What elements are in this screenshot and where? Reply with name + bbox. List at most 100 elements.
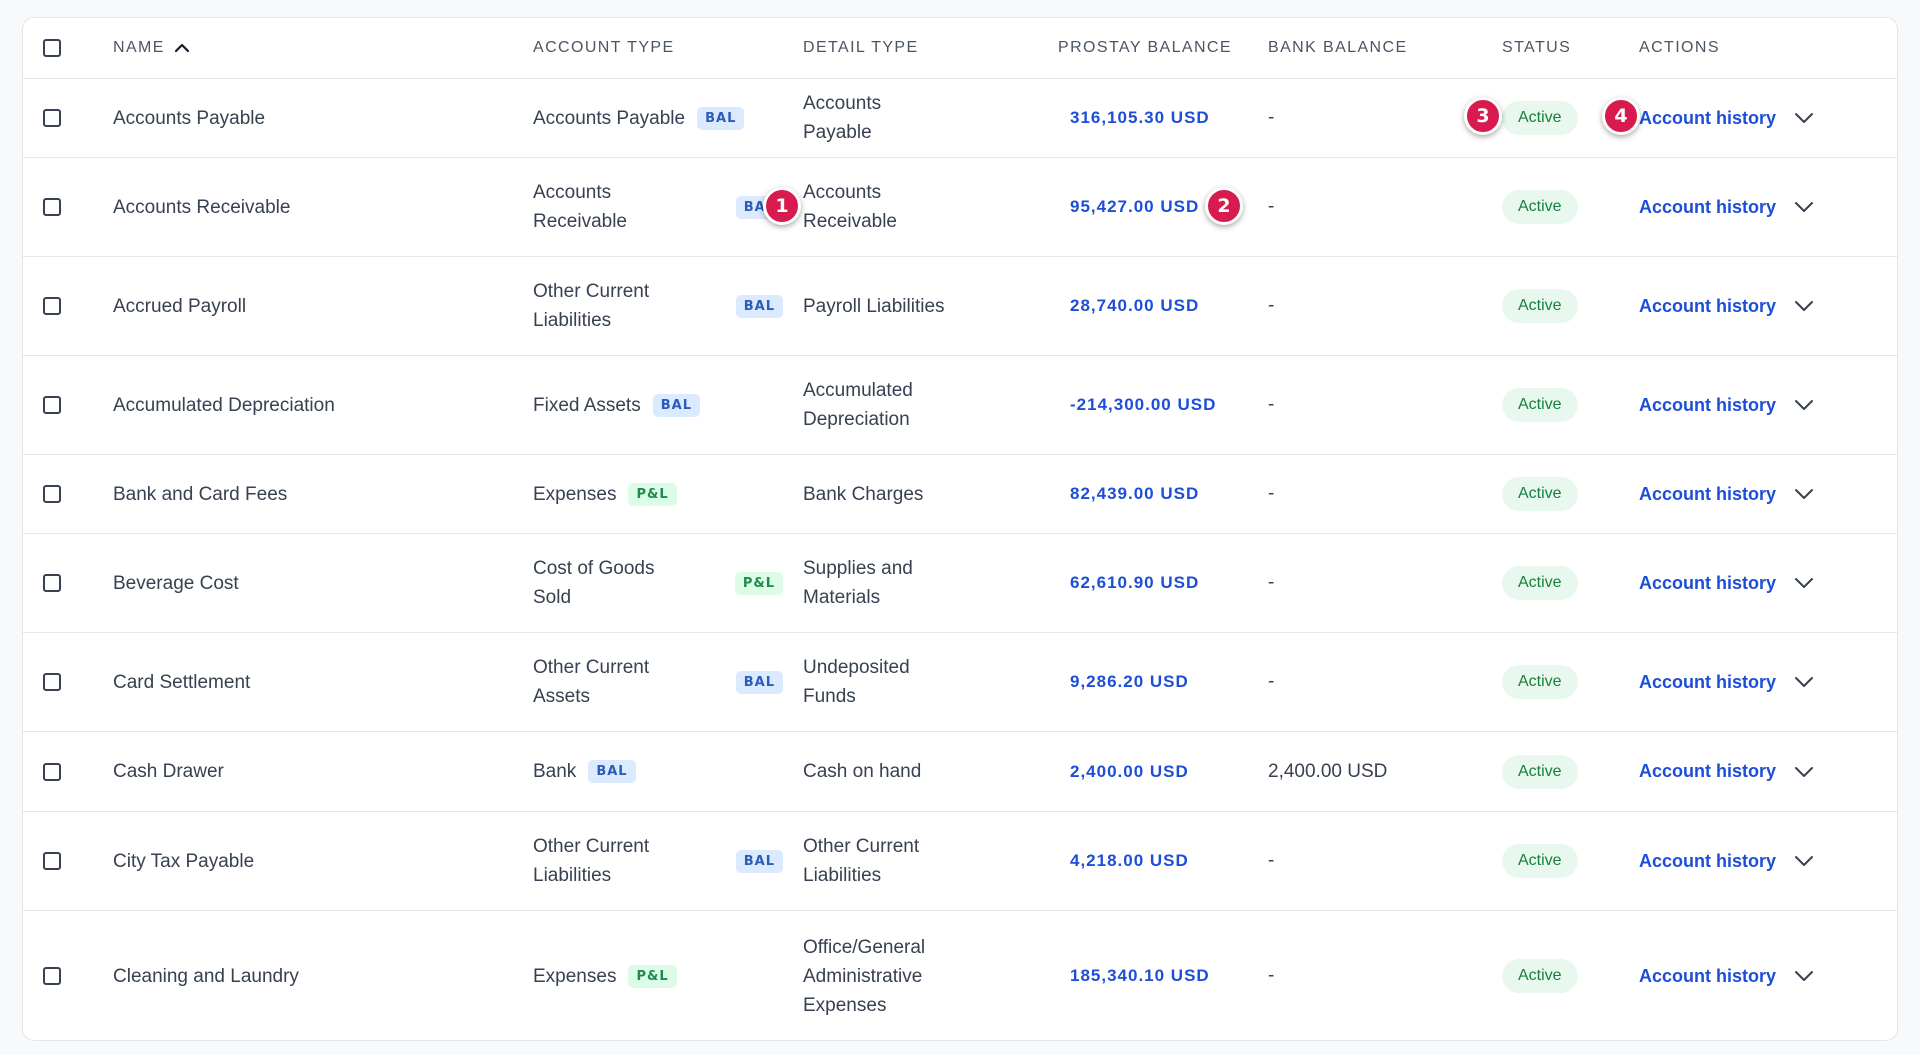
detail-type: Accounts Receivable	[803, 182, 897, 232]
step-marker-2: 2	[1205, 187, 1243, 225]
bank-balance: -	[1268, 295, 1275, 316]
chevron-up-icon[interactable]	[173, 39, 191, 57]
prostay-balance[interactable]: 95,427.00 USD	[1070, 197, 1200, 216]
pl-badge: P&L	[628, 964, 677, 988]
prostay-balance[interactable]: 28,740.00 USD	[1070, 296, 1200, 315]
status-badge: Active	[1502, 844, 1578, 878]
account-name: Accounts Receivable	[113, 196, 291, 218]
chevron-down-icon[interactable]	[1792, 294, 1816, 318]
table-row: Accounts Payable Accounts Payable BAL Ac…	[23, 79, 1897, 158]
detail-type: Cash on hand	[803, 761, 922, 782]
row-checkbox[interactable]	[43, 297, 61, 315]
table-header: NAME ACCOUNT TYPE DETAIL TYPE PROSTAY BA…	[23, 18, 1897, 79]
step-marker-4: 4	[1602, 97, 1640, 135]
table-row: Cleaning and Laundry Expenses P&L Office…	[23, 911, 1897, 1040]
row-checkbox[interactable]	[43, 485, 61, 503]
bal-badge: BAL	[697, 106, 745, 130]
account-name: Cleaning and Laundry	[113, 965, 299, 987]
status-badge: Active	[1502, 959, 1578, 993]
bank-balance: -	[1268, 850, 1275, 871]
row-checkbox[interactable]	[43, 852, 61, 870]
account-history-link[interactable]: Account history	[1639, 483, 1777, 504]
prostay-balance[interactable]: 62,610.90 USD	[1070, 573, 1200, 592]
status-badge: Active	[1502, 477, 1578, 511]
chevron-down-icon[interactable]	[1792, 760, 1816, 784]
step-marker-1: 1	[763, 187, 801, 225]
prostay-balance[interactable]: 2,400.00 USD	[1070, 761, 1189, 781]
prostay-balance[interactable]: 82,439.00 USD	[1070, 484, 1200, 503]
chevron-down-icon[interactable]	[1792, 195, 1816, 219]
status-badge: Active	[1502, 289, 1578, 323]
chevron-down-icon[interactable]	[1792, 393, 1816, 417]
pl-badge: P&L	[628, 482, 677, 506]
select-all-checkbox[interactable]	[43, 39, 61, 57]
pl-badge: P&L	[734, 571, 783, 595]
column-header-status: STATUS	[1502, 39, 1572, 56]
bank-balance: -	[1268, 483, 1275, 504]
table-row: Bank and Card Fees Expenses P&L Bank Cha…	[23, 455, 1897, 534]
account-history-link[interactable]: Account history	[1639, 671, 1777, 692]
step-marker-3: 3	[1464, 97, 1502, 135]
row-checkbox[interactable]	[43, 762, 61, 781]
bal-badge: BAL	[735, 294, 783, 318]
table-row: Cash Drawer Bank BAL Cash on hand 2,400.…	[23, 732, 1897, 812]
account-name: City Tax Payable	[113, 850, 255, 872]
row-checkbox[interactable]	[43, 574, 61, 592]
account-history-link[interactable]: Account history	[1639, 107, 1777, 128]
row-checkbox[interactable]	[43, 396, 61, 414]
bank-balance: -	[1268, 394, 1275, 415]
bal-badge: BAL	[735, 849, 783, 873]
chevron-down-icon[interactable]	[1792, 571, 1816, 595]
detail-type: Bank Charges	[803, 483, 924, 505]
account-history-link[interactable]: Account history	[1639, 850, 1777, 871]
account-name: Accrued Payroll	[113, 295, 247, 317]
bal-badge: BAL	[588, 760, 636, 783]
chevron-down-icon[interactable]	[1792, 670, 1816, 694]
prostay-balance[interactable]: -214,300.00 USD	[1070, 395, 1217, 414]
bank-balance: -	[1268, 107, 1275, 128]
bank-balance: -	[1268, 671, 1275, 692]
account-history-link[interactable]: Account history	[1639, 394, 1777, 415]
prostay-balance[interactable]: 316,105.30 USD	[1070, 108, 1210, 127]
column-header-detail-type: DETAIL TYPE	[803, 39, 919, 56]
column-header-name[interactable]: NAME	[113, 18, 513, 78]
account-history-link[interactable]: Account history	[1639, 295, 1777, 316]
account-name: Beverage Cost	[113, 572, 239, 594]
row-checkbox[interactable]	[43, 967, 61, 985]
status-badge: Active	[1502, 388, 1578, 422]
account-name: Cash Drawer	[113, 761, 224, 782]
bank-balance: 2,400.00 USD	[1268, 760, 1388, 782]
bank-balance: -	[1268, 196, 1275, 217]
bank-balance: -	[1268, 572, 1275, 593]
account-history-link[interactable]: Account history	[1639, 196, 1777, 217]
detail-type: Accumulated Depreciation	[803, 380, 913, 430]
bank-balance: -	[1268, 965, 1275, 986]
table-row: City Tax Payable Other Current Liabiliti…	[23, 812, 1897, 911]
status-badge: Active	[1502, 665, 1578, 699]
account-type: Accounts Payable	[533, 107, 686, 129]
chevron-down-icon[interactable]	[1792, 964, 1816, 988]
detail-type: Undeposited Funds	[803, 657, 910, 707]
bal-badge: BAL	[652, 393, 700, 417]
prostay-balance[interactable]: 4,218.00 USD	[1070, 851, 1189, 870]
account-history-link[interactable]: Account history	[1639, 572, 1777, 593]
chevron-down-icon[interactable]	[1792, 482, 1816, 506]
prostay-balance[interactable]: 9,286.20 USD	[1070, 672, 1189, 691]
row-checkbox[interactable]	[43, 198, 61, 216]
table-row: Accrued Payroll Other Current Liabilitie…	[23, 257, 1897, 356]
detail-type: Other Current Liabilities	[803, 836, 920, 886]
column-header-bank-balance: BANK BALANCE	[1268, 39, 1408, 56]
row-checkbox[interactable]	[43, 109, 61, 127]
chevron-down-icon[interactable]	[1792, 106, 1816, 130]
account-history-link[interactable]: Account history	[1639, 965, 1777, 986]
account-type: Expenses	[533, 483, 617, 505]
account-type: Cost of Goods Sold	[533, 558, 655, 608]
chevron-down-icon[interactable]	[1792, 849, 1816, 873]
row-checkbox[interactable]	[43, 673, 61, 691]
account-history-link[interactable]: Account history	[1639, 761, 1777, 781]
account-type: Bank	[533, 761, 577, 782]
prostay-balance[interactable]: 185,340.10 USD	[1070, 966, 1210, 985]
status-badge: Active	[1502, 190, 1578, 224]
detail-type: Office/General Administrative Expenses	[803, 936, 926, 1016]
status-badge: Active	[1502, 101, 1578, 135]
